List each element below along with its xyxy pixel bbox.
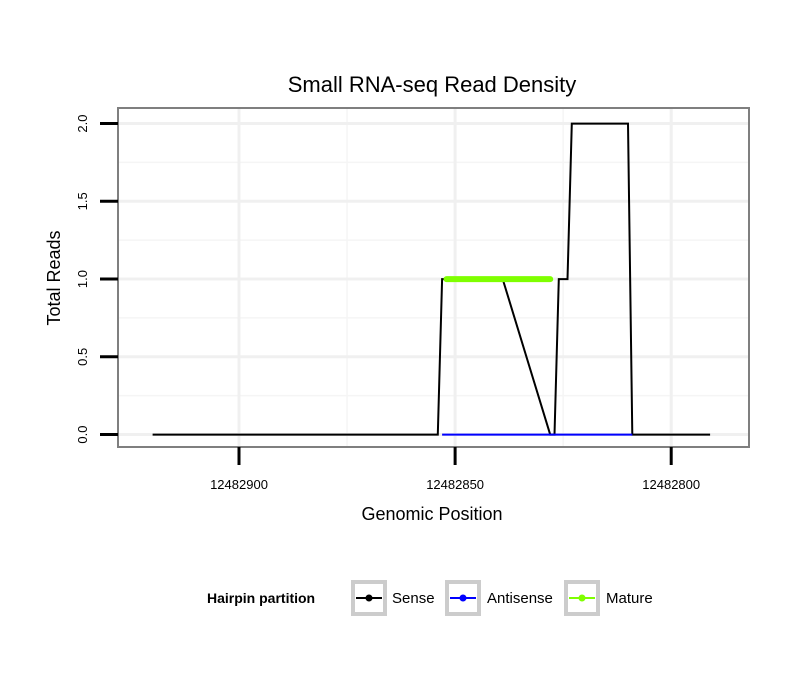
x-tick-label: 12482800 (642, 477, 700, 492)
x-axis-title: Genomic Position (361, 504, 502, 524)
grid (118, 108, 749, 447)
plot-panel-border (117, 107, 750, 448)
series-layer (152, 122, 711, 436)
legend-title: Hairpin partition (207, 590, 315, 606)
x-tick-label: 12482900 (210, 477, 268, 492)
y-tick-label: 2.0 (75, 115, 90, 133)
legend-label: Sense (392, 590, 435, 607)
legend-item-antisense: Antisense (445, 580, 553, 616)
legend-item-sense: Sense (351, 580, 435, 616)
y-tick-label: 1.5 (75, 192, 90, 210)
legend-item-mature: Mature (564, 580, 653, 616)
series-line-sense (152, 122, 711, 436)
axes: 0.0 0.5 1.0 1.5 2.0 12482900 12482850 12482800 (75, 115, 700, 492)
legend-key-point (459, 594, 467, 602)
legend-key-point (578, 594, 586, 602)
legend: Hairpin partition Sense Antisense Mature (207, 580, 653, 616)
legend-label: Antisense (487, 590, 553, 607)
legend-label: Mature (606, 590, 653, 607)
y-tick-label: 1.0 (75, 270, 90, 288)
chart-title: Small RNA-seq Read Density (288, 72, 577, 97)
legend-key-point (365, 594, 373, 602)
y-axis-title: Total Reads (44, 230, 64, 325)
y-tick-label: 0.0 (75, 426, 90, 444)
x-tick-label: 12482850 (426, 477, 484, 492)
y-tick-label: 0.5 (75, 348, 90, 366)
